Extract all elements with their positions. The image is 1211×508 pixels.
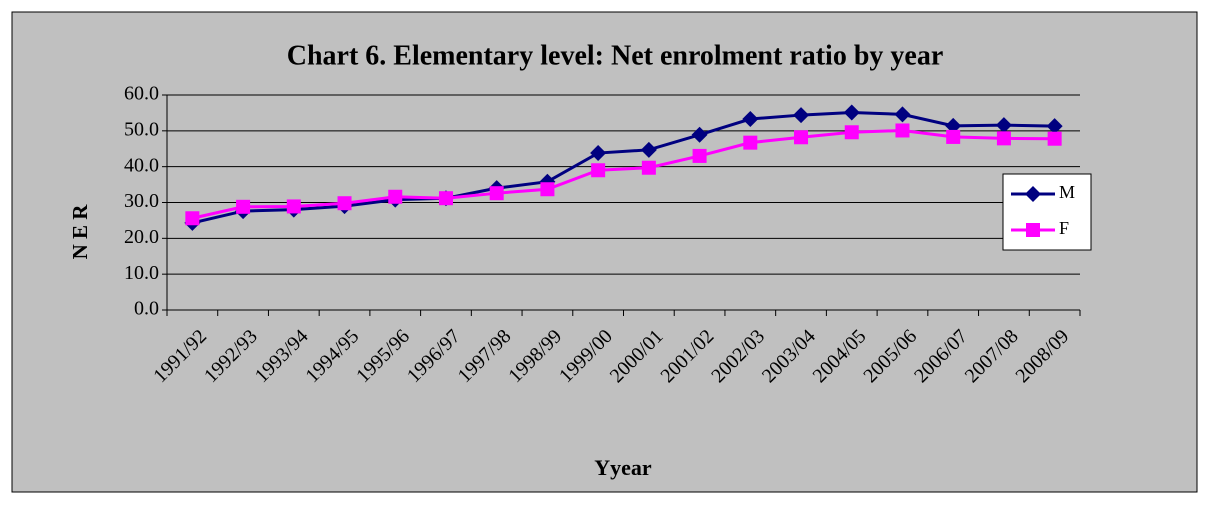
y-tick-label: 20.0 bbox=[124, 226, 159, 248]
y-tick-label: 0.0 bbox=[134, 298, 159, 320]
y-tick-label: 60.0 bbox=[124, 83, 159, 105]
series-line bbox=[192, 111, 1055, 225]
marker bbox=[946, 129, 961, 144]
y-tick-label: 40.0 bbox=[124, 154, 159, 176]
marker bbox=[996, 131, 1011, 146]
x-axis-title: Yyear bbox=[594, 455, 652, 480]
marker bbox=[793, 107, 810, 124]
marker bbox=[286, 199, 301, 214]
marker bbox=[945, 117, 962, 134]
y-tick-label: 30.0 bbox=[124, 190, 159, 212]
series-line bbox=[192, 128, 1055, 220]
legend-label: F bbox=[1059, 218, 1069, 238]
marker bbox=[895, 123, 910, 138]
y-axis-title: N E R bbox=[68, 204, 92, 260]
marker bbox=[995, 117, 1012, 134]
marker bbox=[185, 211, 200, 226]
marker bbox=[591, 163, 606, 178]
marker bbox=[692, 148, 707, 163]
marker bbox=[894, 106, 911, 123]
chart-title: Chart 6. Elementary level: Net enrolment… bbox=[287, 40, 944, 71]
legend-marker bbox=[1025, 186, 1041, 202]
marker bbox=[743, 135, 758, 150]
legend bbox=[1002, 173, 1092, 251]
marker bbox=[388, 189, 403, 204]
chart-area bbox=[11, 11, 1198, 493]
marker bbox=[337, 196, 352, 211]
marker bbox=[843, 104, 860, 121]
marker bbox=[489, 186, 504, 201]
marker bbox=[640, 141, 657, 158]
marker bbox=[641, 160, 656, 175]
legend-label: M bbox=[1059, 182, 1075, 202]
y-tick-label: 50.0 bbox=[124, 118, 159, 140]
marker bbox=[742, 111, 759, 128]
legend-marker bbox=[1026, 223, 1040, 237]
y-tick-label: 10.0 bbox=[124, 262, 159, 284]
marker bbox=[844, 125, 859, 140]
marker bbox=[540, 182, 555, 197]
marker bbox=[691, 126, 708, 143]
marker bbox=[236, 199, 251, 214]
marker bbox=[1046, 118, 1063, 135]
marker bbox=[1047, 131, 1062, 146]
marker bbox=[794, 130, 809, 145]
marker bbox=[590, 145, 607, 162]
marker bbox=[438, 191, 453, 206]
